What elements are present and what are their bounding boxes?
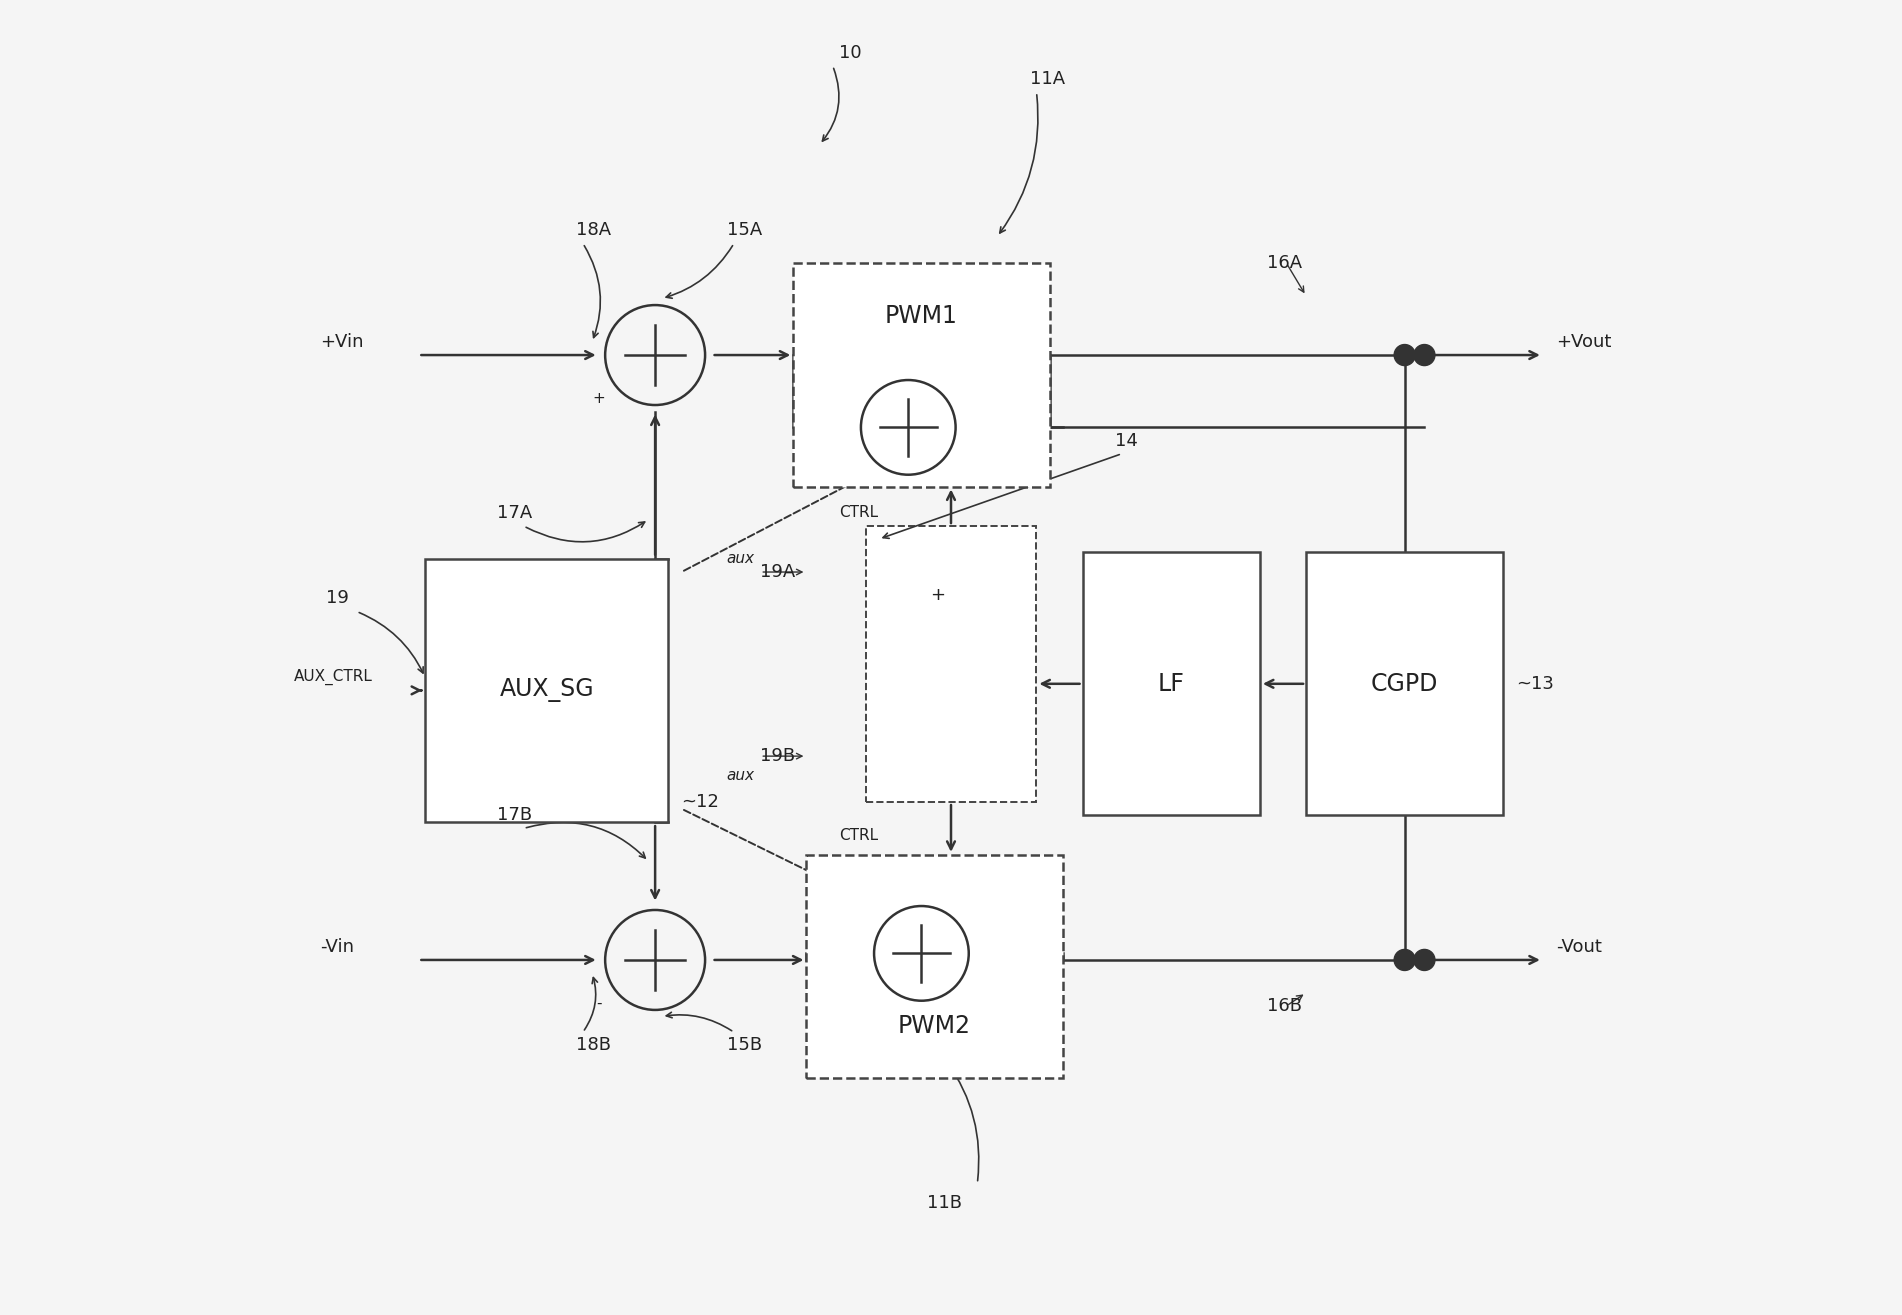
Text: 10: 10 [839,43,862,62]
Text: aux: aux [727,551,755,567]
Bar [793,263,1050,487]
Text: LF: LF [1158,672,1185,696]
Text: AUX_SG: AUX_SG [500,679,593,702]
Text: CTRL: CTRL [839,505,879,521]
Text: 11A: 11A [1029,70,1065,88]
Text: -Vout: -Vout [1556,938,1601,956]
Text: ~12: ~12 [681,793,719,811]
Circle shape [1394,345,1415,366]
Text: 16B: 16B [1267,997,1301,1015]
Circle shape [1413,949,1434,970]
Bar [865,526,1037,802]
Text: 19B: 19B [761,747,795,765]
Text: aux: aux [727,768,755,784]
Text: +: + [930,586,945,604]
Text: 18A: 18A [576,221,611,239]
Circle shape [1394,949,1415,970]
Text: +: + [592,391,605,406]
Text: 18B: 18B [576,1036,611,1055]
Text: -: - [595,995,601,1011]
Text: 11B: 11B [926,1194,962,1212]
Text: PWM1: PWM1 [884,304,959,327]
Text: 15B: 15B [727,1036,763,1055]
Text: 19A: 19A [761,563,795,581]
Circle shape [1413,345,1434,366]
Text: -Vin: -Vin [320,938,354,956]
Text: +Vin: +Vin [320,333,363,351]
Text: 19: 19 [327,589,350,608]
Text: AUX_CTRL: AUX_CTRL [293,669,373,685]
Text: 14: 14 [1115,431,1137,450]
Text: CTRL: CTRL [839,827,879,843]
Text: 15A: 15A [727,221,763,239]
Bar [424,559,668,822]
Bar [1082,552,1259,815]
Text: 17A: 17A [496,504,533,522]
Bar [806,855,1063,1078]
Bar [1307,552,1503,815]
Text: +Vout: +Vout [1556,333,1611,351]
Text: PWM2: PWM2 [898,1014,972,1038]
Text: 17B: 17B [496,806,533,825]
Text: ~13: ~13 [1516,675,1554,693]
Text: CGPD: CGPD [1371,672,1438,696]
Text: 16A: 16A [1267,254,1301,272]
